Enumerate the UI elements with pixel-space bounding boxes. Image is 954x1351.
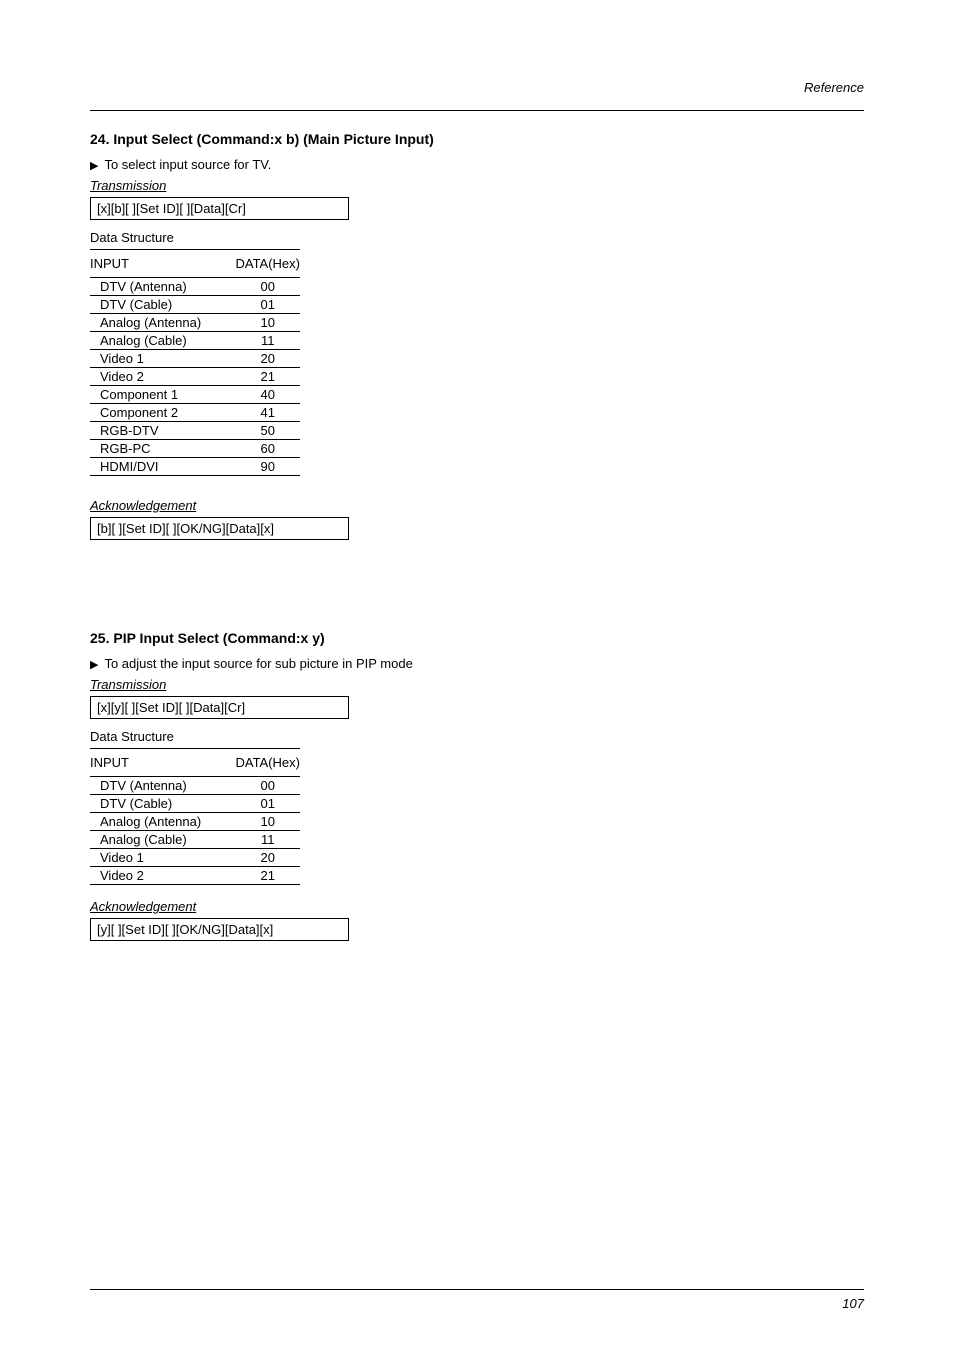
table-row: Video 221 bbox=[90, 368, 300, 386]
section-25-desc-text: To adjust the input source for sub pictu… bbox=[104, 656, 412, 671]
footer-divider bbox=[90, 1289, 864, 1290]
table-row: Analog (Cable)11 bbox=[90, 332, 300, 350]
triangle-right-icon: ▶ bbox=[90, 159, 98, 172]
table-cell: DTV (Cable) bbox=[90, 296, 235, 314]
table-cell: 20 bbox=[235, 350, 300, 368]
table-cell: HDMI/DVI bbox=[90, 458, 235, 476]
table-cell: 40 bbox=[235, 386, 300, 404]
table-cell: Analog (Cable) bbox=[90, 831, 235, 849]
section-25-transmission-code: [x][y][ ][Set ID][ ][Data][Cr] bbox=[90, 696, 349, 719]
section-24-data-structure-label: Data Structure bbox=[90, 230, 864, 245]
section-25-transmission-label: Transmission bbox=[90, 677, 864, 692]
triangle-right-icon: ▶ bbox=[90, 658, 98, 671]
table-header-input: INPUT bbox=[90, 250, 235, 278]
table-cell: 50 bbox=[235, 422, 300, 440]
table-row: Analog (Antenna)10 bbox=[90, 813, 300, 831]
section-24-desc-text: To select input source for TV. bbox=[104, 157, 271, 172]
table-row: HDMI/DVI90 bbox=[90, 458, 300, 476]
section-25-ack-code: [y][ ][Set ID][ ][OK/NG][Data][x] bbox=[90, 918, 349, 941]
table-cell: Video 2 bbox=[90, 368, 235, 386]
section-24-desc: ▶ To select input source for TV. bbox=[90, 157, 864, 172]
table-row: RGB-PC60 bbox=[90, 440, 300, 458]
section-25-title: 25. PIP Input Select (Command:x y) bbox=[90, 630, 864, 646]
section-25-table: INPUT DATA(Hex) DTV (Antenna)00 DTV (Cab… bbox=[90, 748, 300, 885]
table-cell: 20 bbox=[235, 849, 300, 867]
table-cell: 00 bbox=[235, 777, 300, 795]
table-cell: RGB-PC bbox=[90, 440, 235, 458]
section-24-ack-code: [b][ ][Set ID][ ][OK/NG][Data][x] bbox=[90, 517, 349, 540]
page-footer: 107 bbox=[90, 1289, 864, 1311]
section-24-table: INPUT DATA(Hex) DTV (Antenna)00 DTV (Cab… bbox=[90, 249, 300, 476]
table-cell: 41 bbox=[235, 404, 300, 422]
section-25-desc: ▶ To adjust the input source for sub pict… bbox=[90, 656, 864, 671]
table-cell: Analog (Antenna) bbox=[90, 813, 235, 831]
page-number: 107 bbox=[90, 1296, 864, 1311]
table-cell: 01 bbox=[235, 795, 300, 813]
table-cell: 60 bbox=[235, 440, 300, 458]
table-row: Analog (Cable)11 bbox=[90, 831, 300, 849]
table-row: Video 120 bbox=[90, 849, 300, 867]
page: Reference 24. Input Select (Command:x b)… bbox=[0, 0, 954, 1351]
table-cell: DTV (Antenna) bbox=[90, 278, 235, 296]
table-row: DTV (Antenna)00 bbox=[90, 278, 300, 296]
table-cell: Video 2 bbox=[90, 867, 235, 885]
table-row: Component 241 bbox=[90, 404, 300, 422]
table-cell: 21 bbox=[235, 368, 300, 386]
table-row: Video 221 bbox=[90, 867, 300, 885]
table-cell: Component 2 bbox=[90, 404, 235, 422]
table-cell: 90 bbox=[235, 458, 300, 476]
table-cell: 00 bbox=[235, 278, 300, 296]
table-cell: Analog (Antenna) bbox=[90, 314, 235, 332]
table-cell: 10 bbox=[235, 813, 300, 831]
table-row: DTV (Cable)01 bbox=[90, 795, 300, 813]
section-24-title: 24. Input Select (Command:x b) (Main Pic… bbox=[90, 131, 864, 147]
section-25-data-structure-label: Data Structure bbox=[90, 729, 864, 744]
table-cell: 21 bbox=[235, 867, 300, 885]
table-header-data: DATA(Hex) bbox=[235, 250, 300, 278]
table-row: Component 140 bbox=[90, 386, 300, 404]
table-cell: 10 bbox=[235, 314, 300, 332]
table-cell: 11 bbox=[235, 831, 300, 849]
section-24-transmission-code: [x][b][ ][Set ID][ ][Data][Cr] bbox=[90, 197, 349, 220]
table-cell: Video 1 bbox=[90, 849, 235, 867]
table-cell: DTV (Cable) bbox=[90, 795, 235, 813]
table-row: RGB-DTV50 bbox=[90, 422, 300, 440]
table-cell: 01 bbox=[235, 296, 300, 314]
section-25-ack-label: Acknowledgement bbox=[90, 899, 864, 914]
section-24-ack-label: Acknowledgement bbox=[90, 498, 864, 513]
table-row: DTV (Cable)01 bbox=[90, 296, 300, 314]
table-row: Analog (Antenna)10 bbox=[90, 314, 300, 332]
table-row: Video 120 bbox=[90, 350, 300, 368]
table-cell: DTV (Antenna) bbox=[90, 777, 235, 795]
table-cell: RGB-DTV bbox=[90, 422, 235, 440]
table-cell: Video 1 bbox=[90, 350, 235, 368]
table-header-data: DATA(Hex) bbox=[235, 749, 300, 777]
table-row: DTV (Antenna)00 bbox=[90, 777, 300, 795]
top-divider bbox=[90, 110, 864, 111]
header-reference-label: Reference bbox=[804, 80, 864, 95]
section-24-transmission-label: Transmission bbox=[90, 178, 864, 193]
table-header-row: INPUT DATA(Hex) bbox=[90, 250, 300, 278]
table-cell: Component 1 bbox=[90, 386, 235, 404]
table-header-row: INPUT DATA(Hex) bbox=[90, 749, 300, 777]
table-cell: Analog (Cable) bbox=[90, 332, 235, 350]
table-cell: 11 bbox=[235, 332, 300, 350]
table-header-input: INPUT bbox=[90, 749, 235, 777]
